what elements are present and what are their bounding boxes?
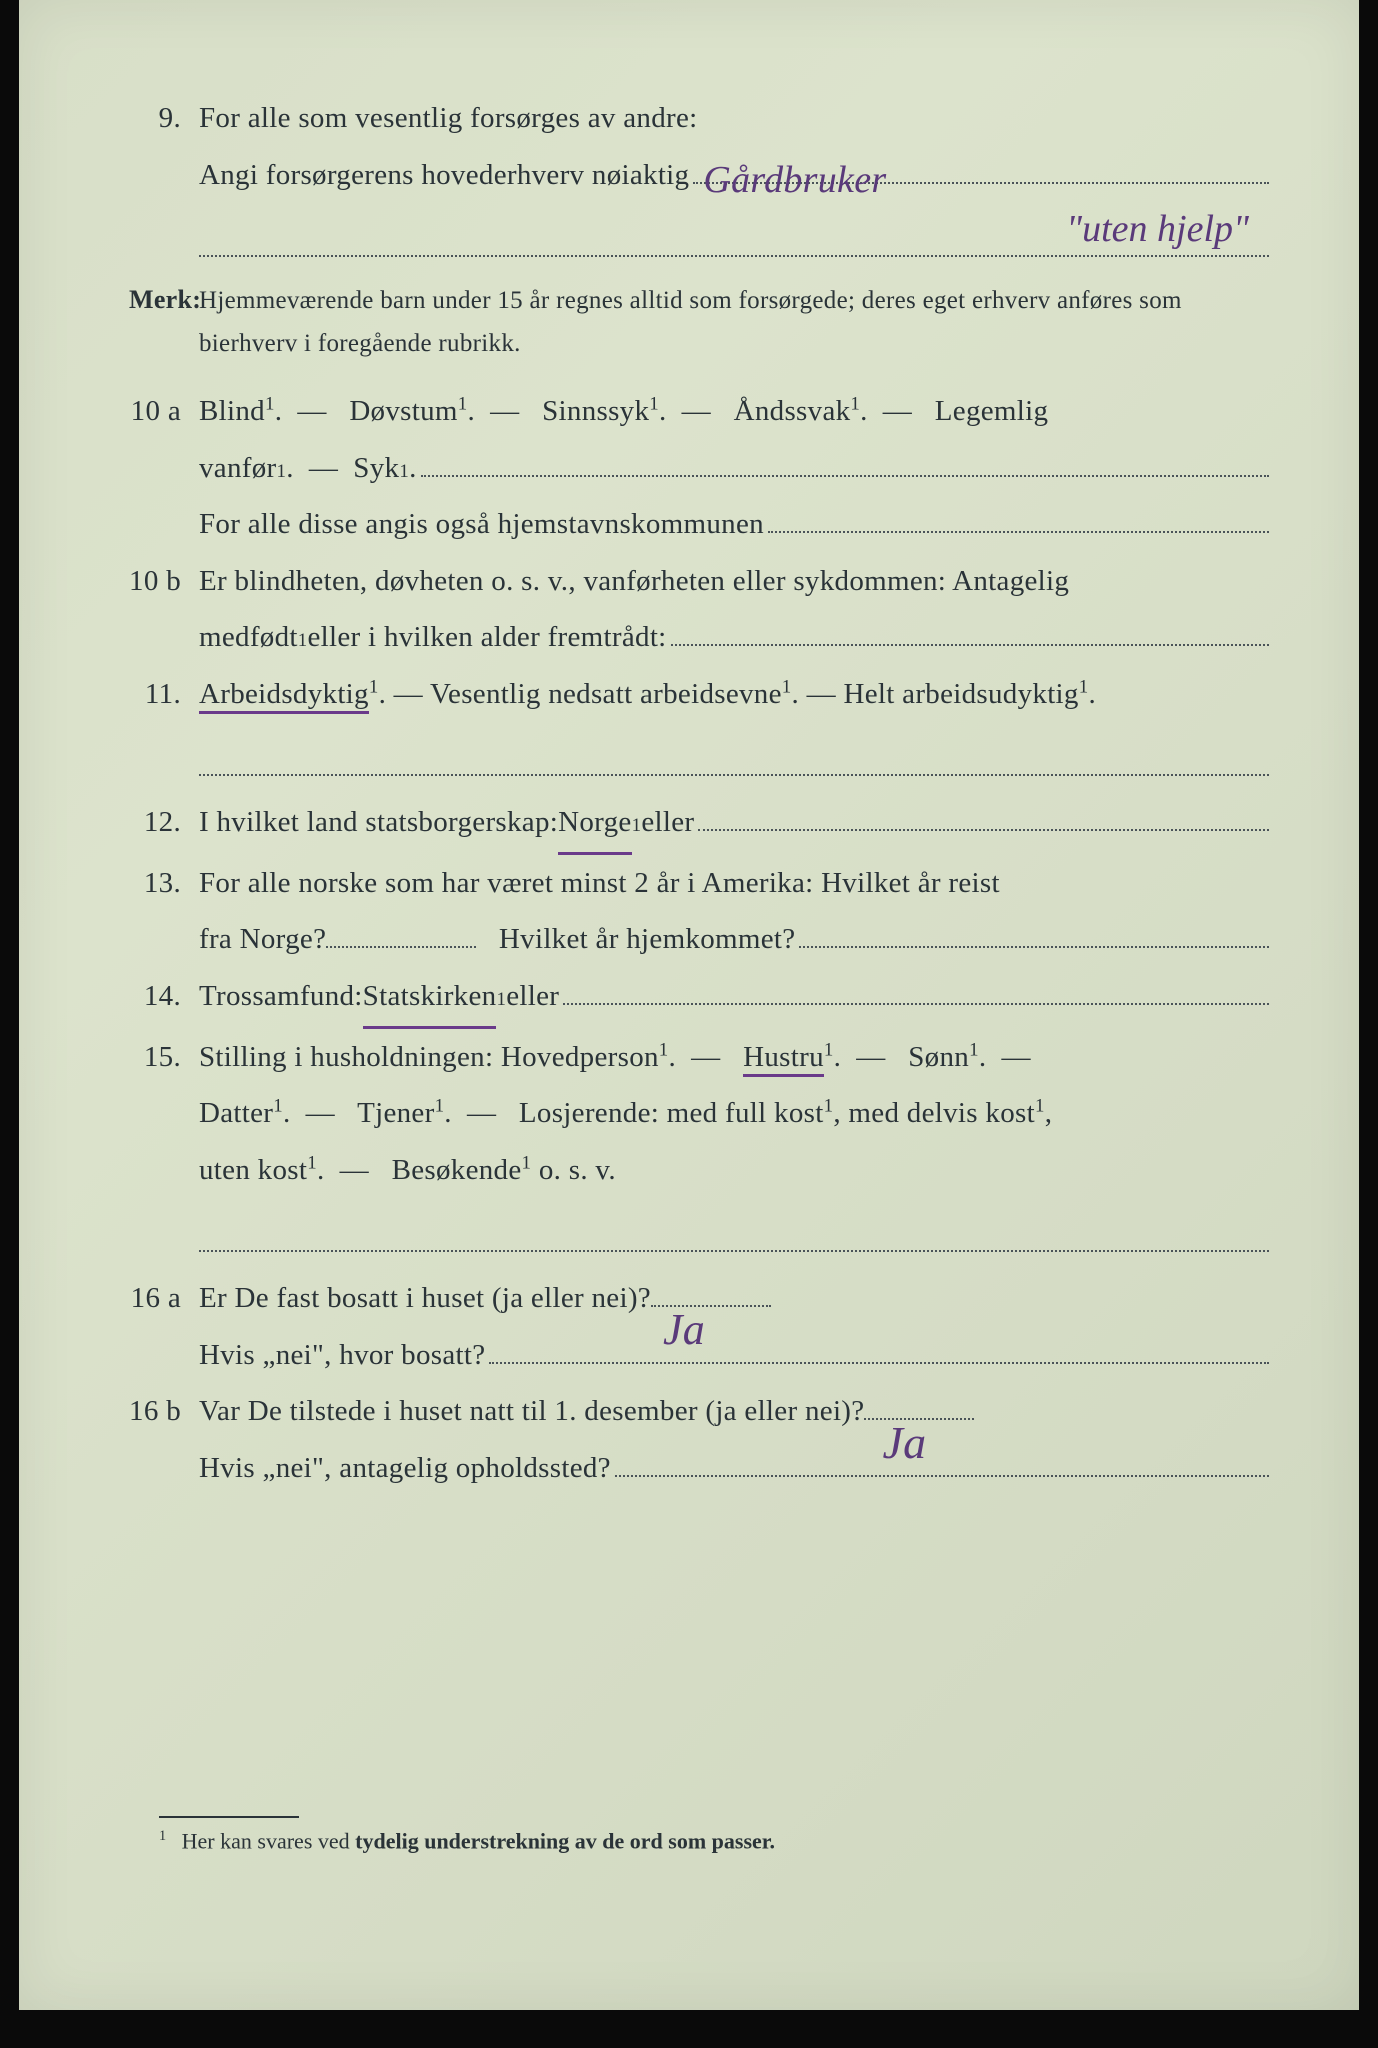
q16a-handwriting: Ja [663,1287,705,1373]
q16b-line2: Hvis „nei", antagelig opholdssted? [199,1440,611,1497]
footnote-rule [159,1816,299,1818]
q15-tail: o. s. v. [539,1154,616,1186]
q11-opt2: Vesentlig nedsatt arbeidsevne [430,678,782,710]
q11-number: 11. [129,666,199,723]
q12-label: I hvilket land statsborgerskap: [199,794,558,851]
q9-row1: 9. For alle som vesentlig forsørges av a… [129,90,1269,147]
census-form-page: 9. For alle som vesentlig forsørges av a… [19,0,1359,2010]
q16a-line2: Hvis „nei", hvor bosatt? [199,1327,485,1384]
q10a-opt6: vanfør [199,440,277,497]
q13-field-b [799,919,1269,948]
q11-opt3: Helt arbeidsudyktig [843,678,1078,710]
footnote-text-b: tydelig understrekning av de ord som pas… [355,1829,775,1854]
q16b-field: Ja [864,1418,974,1420]
q16b-row2: Hvis „nei", antagelig opholdssted? [129,1440,1269,1497]
q16a-field: Ja [651,1305,771,1307]
q10b-line2a: medfødt [199,609,298,666]
q12-field [698,802,1269,831]
q12-number: 12. [129,794,199,851]
q16b-field2 [615,1448,1269,1477]
q9-line2-field: Gårdbruker [693,155,1269,184]
q15-number: 15. [129,1029,199,1086]
q10b-line1: Er blindheten, døvheten o. s. v., vanfør… [199,553,1269,610]
q10a-line3-field [768,504,1269,533]
q15-opt1: Hovedperson [501,1041,659,1073]
q13-row1: 13. For alle norske som har været minst … [129,855,1269,912]
q9-line1: For alle som vesentlig forsørges av andr… [199,90,1269,147]
q14-or: eller [506,968,559,1025]
q13-field-a [326,946,476,948]
q15-opt7: uten kost [199,1154,307,1186]
q15-opt4: Datter [199,1097,273,1129]
q10b-line2b: eller i hvilken alder fremtrådt: [307,609,666,666]
q16b-handwriting: Ja [882,1398,926,1488]
q14-number: 14. [129,968,199,1025]
q15-opt6: Losjerende: med full kost [519,1097,824,1129]
q13-number: 13. [129,855,199,912]
q13-row2: fra Norge? Hvilket år hjemkommet? [129,911,1269,968]
q14-label: Trossamfund: [199,968,363,1025]
q9-row2: Angi forsørgerens hovederhverv nøiaktig … [129,147,1269,204]
q10a-number: 10 a [129,383,199,440]
q10b-row1: 10 b Er blindheten, døvheten o. s. v., v… [129,553,1269,610]
q13-line1: For alle norske som har været minst 2 år… [199,855,1269,912]
q12-or: eller [641,794,694,851]
q9-handwriting-1: Gårdbruker [703,143,886,217]
q11-opt1: Arbeidsdyktig [199,678,369,714]
q16b-number: 16 b [129,1383,199,1440]
q10a-opt1: Blind [199,395,265,427]
q16a-row1: 16 a Er De fast bosatt i huset (ja eller… [129,1270,1269,1327]
q16a-number: 16 a [129,1270,199,1327]
q10a-opt3: Sinnssyk [542,395,649,427]
merk-text: Hjemmeværende barn under 15 år regnes al… [199,280,1269,365]
q16b-row1: 16 b Var De tilstede i huset natt til 1.… [129,1383,1269,1440]
merk-row: Merk: Hjemmeværende barn under 15 år reg… [129,275,1269,365]
q9-line2-label: Angi forsørgerens hovederhverv nøiaktig [199,147,689,204]
q14-opt1: Statskirken [363,968,497,1029]
q16a-line1: Er De fast bosatt i huset (ja eller nei)… [199,1270,651,1327]
q10a-row2: vanfør1. — Syk1. [129,440,1269,497]
q11-blank-line [199,740,1269,776]
q13-line2b: Hvilket år hjemkommet? [499,911,796,968]
q15-label: Stilling i husholdningen: [199,1041,501,1073]
q15-row3: uten kost1. — Besøkende1 o. s. v. [129,1142,1269,1199]
q15-opt6b: , med delvis kost [833,1097,1035,1129]
q10a-opt7: Syk [353,440,399,497]
q9-handwriting-2: "uten hjelp" [1066,207,1249,251]
q10a-opt2: Døvstum [349,395,457,427]
q16b-line1: Var De tilstede i huset natt til 1. dese… [199,1383,864,1440]
q12-opt1: Norge [558,794,631,855]
q15-row2: Datter1. — Tjener1. — Losjerende: med fu… [129,1085,1269,1142]
footnote: 1 Her kan svares ved tydelig understrekn… [159,1828,1269,1854]
q14-field [563,976,1269,1005]
merk-label: Merk: [129,275,199,326]
q10a-line2-field [421,448,1269,477]
footnote-text-a: Her kan svares ved [182,1829,356,1854]
q16a-field2 [489,1335,1269,1364]
q15-blank-line [199,1216,1269,1252]
q15-opt3: Sønn [908,1041,969,1073]
q15-row1: 15. Stilling i husholdningen: Hovedperso… [129,1029,1269,1086]
q14-row: 14. Trossamfund: Statskirken1 eller [129,968,1269,1029]
q10a-row3: For alle disse angis også hjemstavnskomm… [129,496,1269,553]
q11-row: 11. Arbeidsdyktig1. — Vesentlig nedsatt … [129,666,1269,723]
q15-opt5: Tjener [357,1097,434,1129]
q10b-number: 10 b [129,553,199,610]
q9-line3-field: "uten hjelp" [199,221,1269,257]
q10a-line3: For alle disse angis også hjemstavnskomm… [199,496,764,553]
q15-opt8: Besøkende [392,1154,522,1186]
q9-number: 9. [129,90,199,147]
q10a-opt4: Åndssvak [734,395,851,427]
footnote-marker: 1 [159,1828,166,1844]
q10b-line2-field [671,617,1269,646]
q15-opt2: Hustru [743,1041,824,1077]
q13-line2a: fra Norge? [199,911,326,968]
q10b-row2: medfødt1 eller i hvilken alder fremtrådt… [129,609,1269,666]
q10a-opt5: Legemlig [935,395,1049,427]
q10a-row1: 10 a Blind1. — Døvstum1. — Sinnssyk1. — … [129,383,1269,440]
q12-row: 12. I hvilket land statsborgerskap: Norg… [129,794,1269,855]
